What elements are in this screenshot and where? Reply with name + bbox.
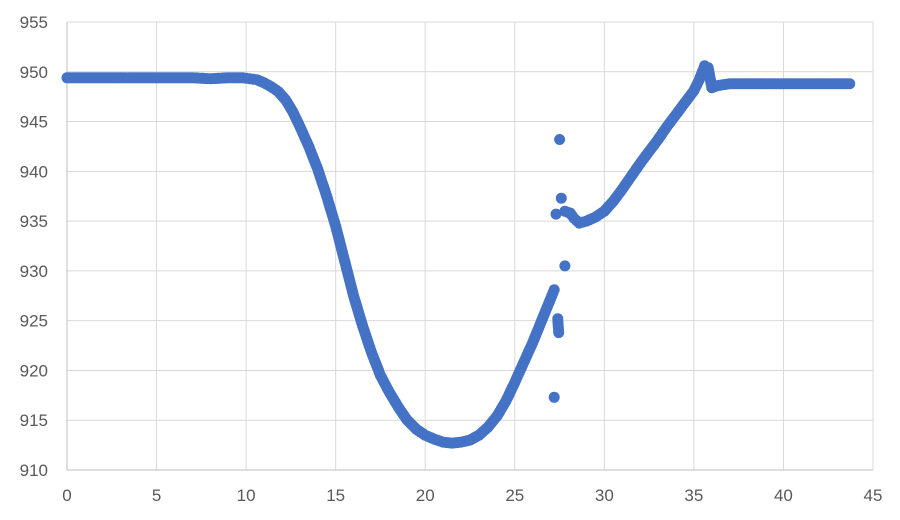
data-point [559, 260, 571, 272]
x-tick-label: 25 [505, 486, 524, 505]
x-tick-label: 5 [152, 486, 161, 505]
y-tick-label: 955 [20, 13, 48, 32]
y-tick-label: 920 [20, 361, 48, 380]
y-tick-label: 950 [20, 63, 48, 82]
x-tick-label: 30 [595, 486, 614, 505]
y-tick-label: 930 [20, 262, 48, 281]
x-tick-label: 20 [416, 486, 435, 505]
tick-labels: 0 5 10 15 20 25 30 35 40 45 910 915 920 925 930 935 940 9… [20, 13, 883, 505]
y-tick-label: 925 [20, 312, 48, 331]
data-points [61, 60, 856, 449]
y-tick-label: 940 [20, 162, 48, 181]
data-point [550, 208, 562, 220]
x-tick-label: 45 [864, 486, 883, 505]
data-point [548, 391, 560, 403]
y-tick-label: 915 [20, 411, 48, 430]
x-tick-label: 0 [62, 486, 71, 505]
data-point [553, 327, 565, 339]
y-tick-label: 910 [20, 461, 48, 480]
y-tick-label: 935 [20, 212, 48, 231]
data-point [844, 78, 856, 90]
axes [66, 22, 873, 471]
y-tick-label: 945 [20, 113, 48, 132]
x-tick-label: 35 [684, 486, 703, 505]
data-point [554, 134, 566, 145]
data-point [555, 192, 567, 204]
x-tick-label: 15 [326, 486, 345, 505]
data-point [548, 284, 560, 296]
x-tick-label: 10 [237, 486, 256, 505]
x-tick-label: 40 [774, 486, 793, 505]
grid-lines [67, 21, 874, 470]
